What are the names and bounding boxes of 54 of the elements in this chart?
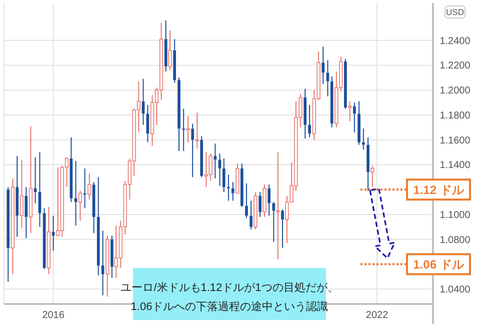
candlestick bbox=[218, 153, 222, 186]
candlestick bbox=[96, 176, 100, 276]
candlestick bbox=[245, 182, 248, 219]
candlestick bbox=[258, 192, 262, 218]
y-axis-title: USD bbox=[446, 6, 464, 17]
candlestick bbox=[178, 77, 180, 152]
y-tick-label: 1.2200 bbox=[440, 60, 471, 72]
candlestick bbox=[6, 186, 10, 282]
y-tick-label: 1.2400 bbox=[440, 36, 471, 47]
candlestick bbox=[106, 235, 110, 298]
candlestick bbox=[227, 174, 230, 202]
candlestick bbox=[159, 22, 164, 101]
y-tick-label: 1.2000 bbox=[440, 86, 471, 97]
candlestick bbox=[88, 172, 92, 200]
candlestick bbox=[250, 200, 252, 230]
y-tick-label: 1.0800 bbox=[440, 234, 471, 246]
candlestick bbox=[191, 123, 194, 178]
annotation: ユーロ/米ドルも1.12ドルが1つの目処だが、 1.06ドルへの下落過程の途中という認識 bbox=[120, 280, 338, 313]
ref-line-label: 1.06 ドル bbox=[413, 258, 465, 272]
candlestick bbox=[348, 100, 352, 122]
y-tick-label: 1.1800 bbox=[440, 110, 471, 122]
candlestick bbox=[240, 162, 244, 208]
candlestick bbox=[24, 186, 28, 239]
candlestick bbox=[330, 76, 334, 128]
candlestick bbox=[262, 184, 266, 218]
candlestick bbox=[186, 116, 190, 143]
candlestick bbox=[272, 202, 276, 242]
candlestick bbox=[182, 108, 185, 152]
y-tick-label: 1.1000 bbox=[440, 210, 471, 221]
candlestick bbox=[16, 155, 19, 238]
candlestick bbox=[164, 20, 168, 72]
ref-line-label: 1.12 ドル bbox=[413, 182, 465, 197]
candlestick bbox=[322, 46, 325, 84]
candlestick bbox=[28, 126, 33, 234]
candlestick bbox=[20, 159, 24, 229]
candlestick bbox=[222, 158, 226, 193]
candlestick bbox=[268, 184, 270, 216]
candlestick bbox=[308, 104, 311, 138]
y-tick-label: 1.1400 bbox=[440, 160, 471, 172]
candlestick bbox=[358, 100, 360, 146]
candlestick bbox=[276, 152, 280, 260]
candlestick bbox=[353, 102, 356, 133]
candlestick bbox=[366, 136, 370, 192]
candlestick bbox=[362, 128, 365, 150]
candlestick bbox=[304, 88, 307, 140]
x-tick-label: 2022 bbox=[366, 310, 389, 321]
candlestick bbox=[173, 38, 176, 84]
y-tick-label: 1.0400 bbox=[440, 284, 471, 296]
y-tick-label: 1.1600 bbox=[440, 135, 471, 146]
candlestick bbox=[326, 60, 330, 97]
candlestick bbox=[10, 178, 15, 275]
candlestick bbox=[110, 235, 114, 278]
x-tick-label: 2016 bbox=[42, 310, 65, 321]
candlestick bbox=[231, 182, 234, 202]
